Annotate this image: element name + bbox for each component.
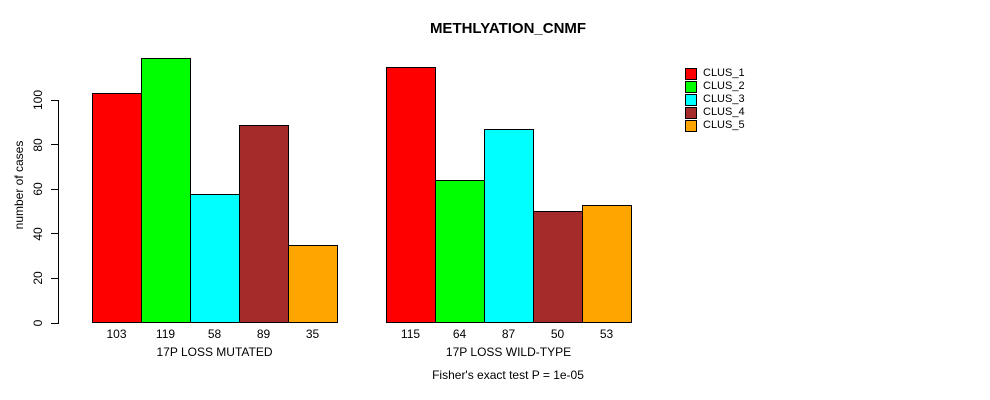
bar-value-label: 58 <box>207 327 222 341</box>
bar-clus_3-group1 <box>190 194 240 323</box>
y-axis <box>58 100 59 324</box>
bar-clus_1-group2 <box>386 67 436 323</box>
bar-clus_3-group2 <box>484 129 534 323</box>
bar-value-label: 50 <box>550 327 565 341</box>
y-tick-label: 100 <box>31 89 45 111</box>
bar-value-label: 103 <box>106 327 127 341</box>
legend: CLUS_1 CLUS_2 CLUS_3 CLUS_4 CLUS_5 <box>685 67 745 132</box>
legend-label: CLUS_1 <box>703 67 745 79</box>
y-tick-label: 40 <box>31 227 45 241</box>
legend-item: CLUS_4 <box>685 106 745 119</box>
y-tick-mark <box>51 99 58 101</box>
y-tick-mark <box>51 322 58 324</box>
y-tick-mark <box>51 188 58 190</box>
bar-clus_4-group2 <box>533 211 583 323</box>
y-tick-label: 80 <box>31 137 45 152</box>
legend-label: CLUS_5 <box>703 119 745 131</box>
legend-item: CLUS_1 <box>685 67 745 80</box>
fisher-test-annotation: Fisher's exact test P = 1e-05 <box>432 368 584 382</box>
bar-value-label: 53 <box>599 327 614 341</box>
y-axis-label: number of cases <box>12 140 26 230</box>
legend-label: CLUS_2 <box>703 80 745 92</box>
legend-item: CLUS_3 <box>685 93 745 106</box>
bar-value-label: 115 <box>400 327 421 341</box>
bar-value-label: 89 <box>256 327 271 341</box>
legend-item: CLUS_5 <box>685 119 745 132</box>
y-tick-label: 20 <box>31 271 45 286</box>
y-tick-label: 0 <box>31 319 45 327</box>
bar-value-label: 64 <box>452 327 467 341</box>
bar-value-label: 35 <box>305 327 320 341</box>
bar-value-label: 87 <box>501 327 516 341</box>
legend-swatch-icon <box>685 106 697 119</box>
bar-clus_2-group1 <box>141 58 191 323</box>
bar-clus_4-group1 <box>239 125 289 323</box>
group-label: 17P LOSS MUTATED <box>156 345 273 359</box>
bar-clus_5-group1 <box>288 245 338 323</box>
y-tick-label: 60 <box>31 182 45 196</box>
y-tick-mark <box>51 277 58 279</box>
chart-title: METHLYATION_CNMF <box>429 20 587 37</box>
group-label: 17P LOSS WILD-TYPE <box>445 345 572 359</box>
bar-clus_5-group2 <box>582 205 632 323</box>
legend-label: CLUS_3 <box>703 93 745 105</box>
y-tick-mark <box>51 144 58 146</box>
legend-swatch-icon <box>685 119 697 132</box>
bar-clus_2-group2 <box>435 180 485 323</box>
y-tick-mark <box>51 233 58 235</box>
legend-swatch-icon <box>685 67 697 80</box>
legend-swatch-icon <box>685 80 697 93</box>
bar-value-label: 119 <box>155 327 176 341</box>
legend-label: CLUS_4 <box>703 106 745 118</box>
bar-clus_1-group1 <box>92 93 142 323</box>
legend-swatch-icon <box>685 93 697 106</box>
legend-item: CLUS_2 <box>685 80 745 93</box>
